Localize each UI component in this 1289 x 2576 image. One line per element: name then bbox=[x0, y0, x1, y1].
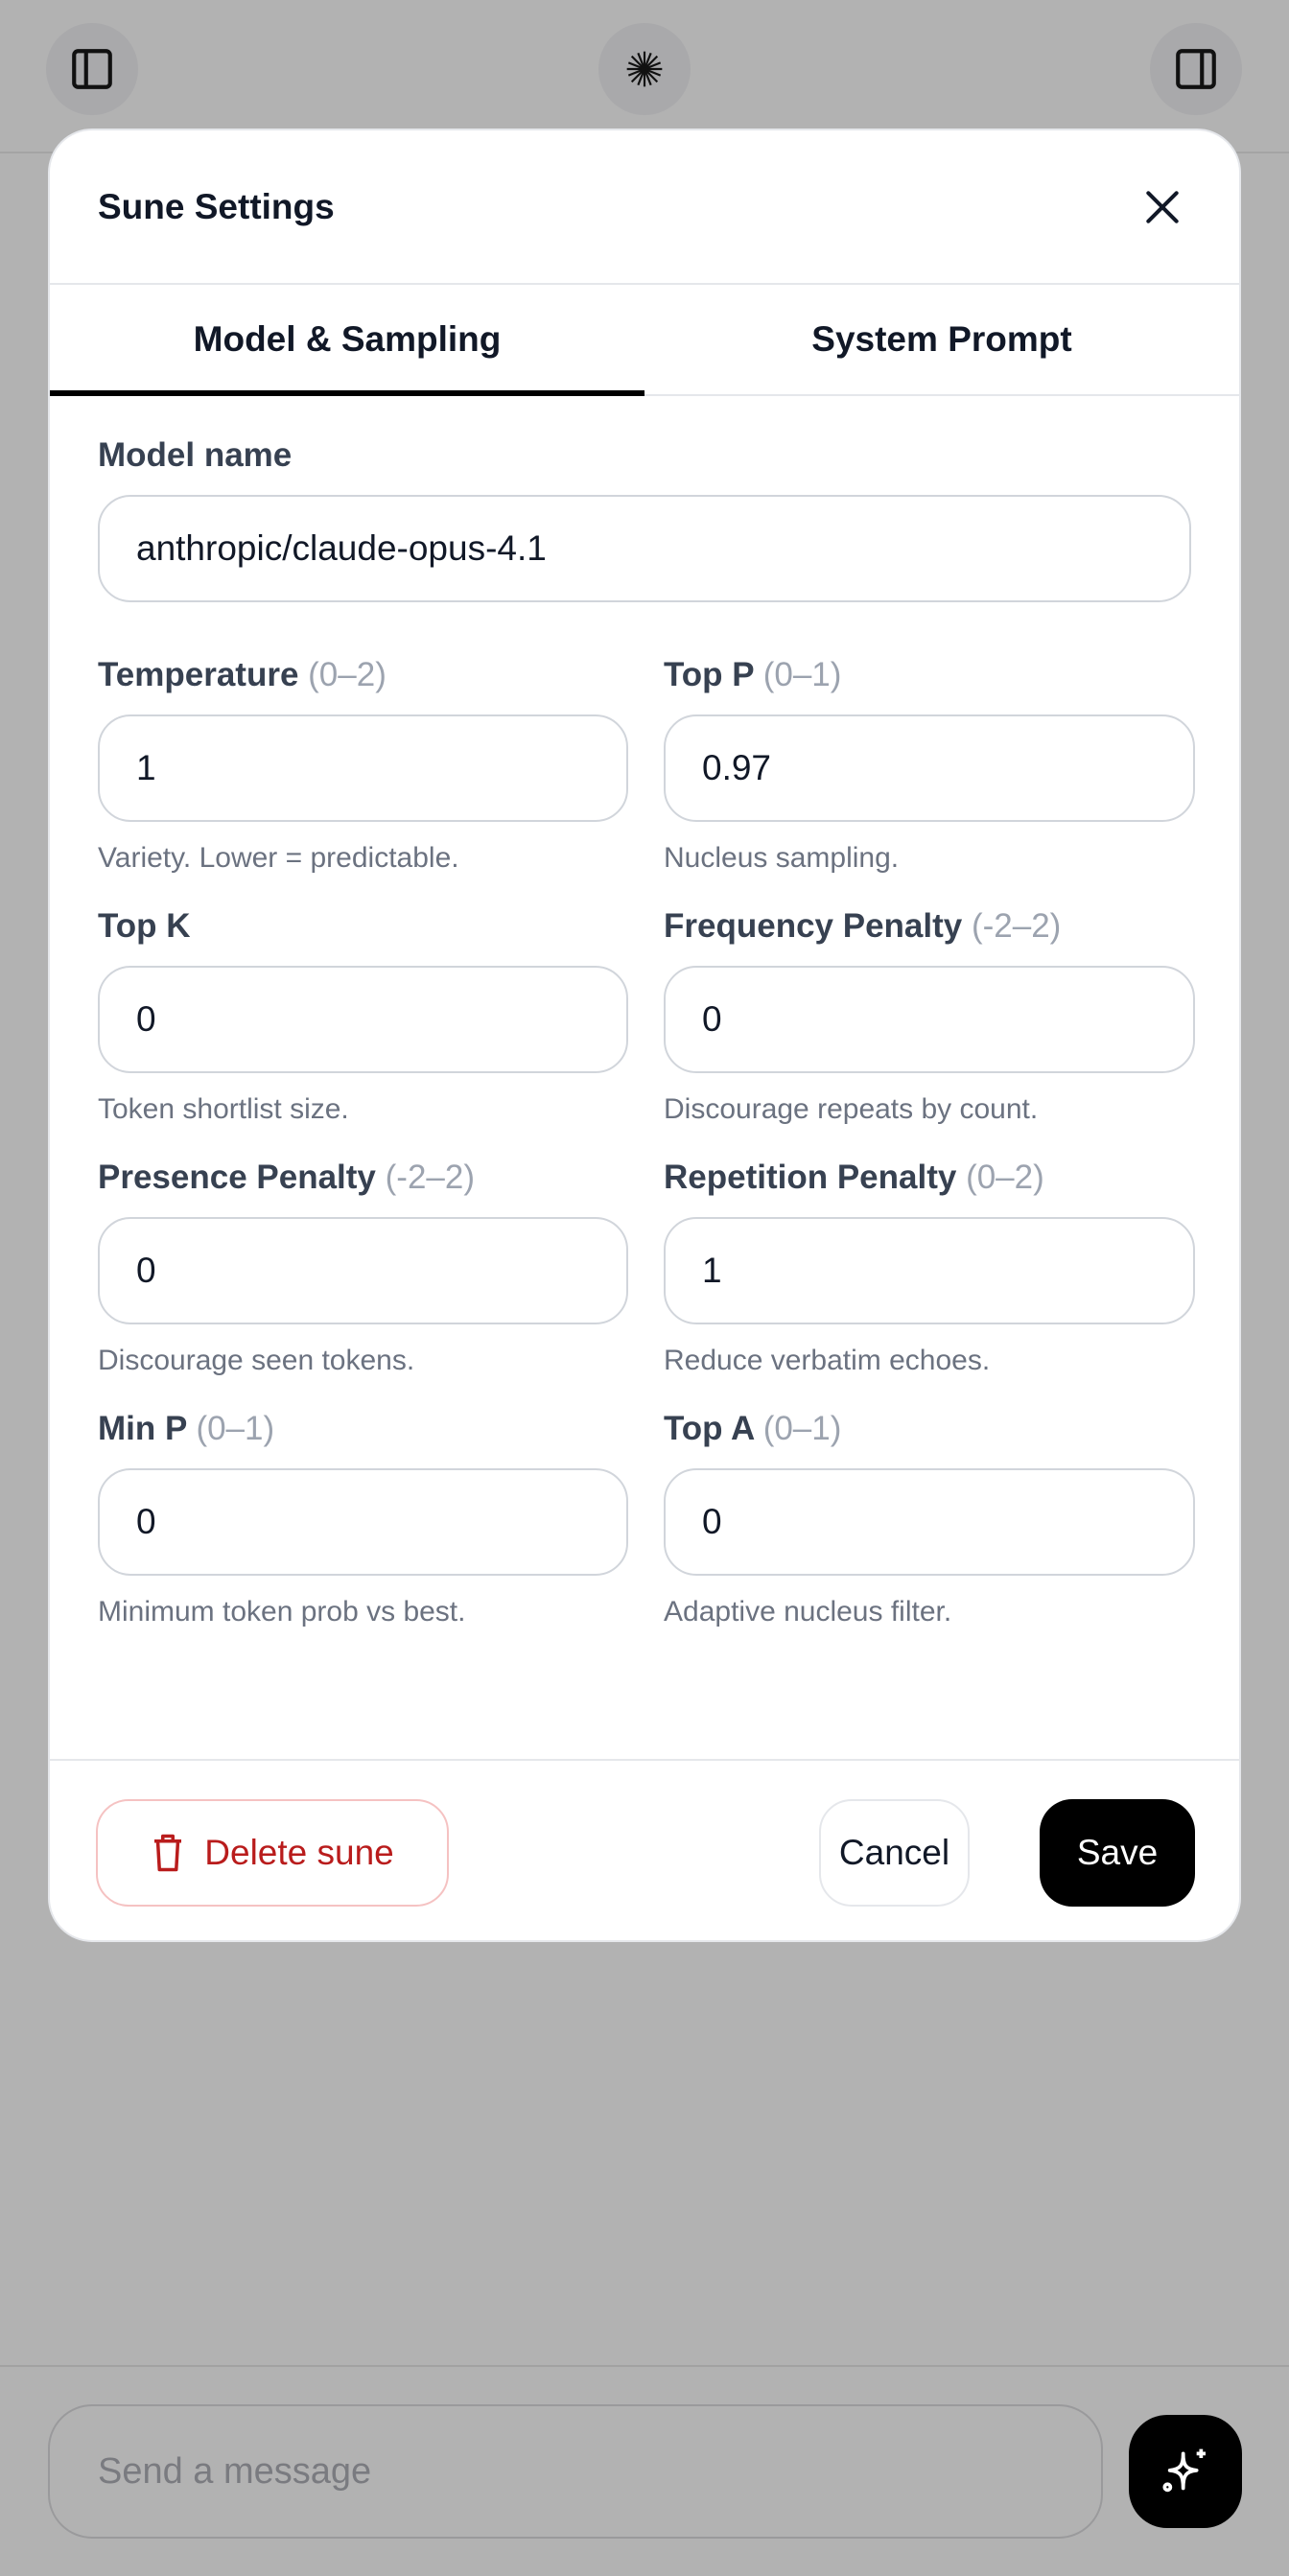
presence-penalty-hint: Discourage seen tokens. bbox=[98, 1345, 415, 1376]
model-name-label: Model name bbox=[98, 436, 293, 474]
tab-model-sampling[interactable]: Model & Sampling bbox=[50, 285, 644, 396]
top-a-input[interactable]: 0 bbox=[664, 1468, 1195, 1576]
sparkles-icon bbox=[1162, 2448, 1206, 2493]
frequency-penalty-value: 0 bbox=[702, 999, 722, 1039]
send-button[interactable] bbox=[1129, 2415, 1242, 2528]
presence-penalty-input[interactable]: 0 bbox=[98, 1217, 628, 1324]
sidebar-left-icon bbox=[72, 49, 112, 89]
top-a-range: (0–1) bbox=[762, 1410, 842, 1447]
presence-penalty-range: (-2–2) bbox=[385, 1159, 476, 1196]
field-top-a: Top A (0–1) 0 Adaptive nucleus filter. bbox=[664, 1408, 1195, 1631]
min-p-range: (0–1) bbox=[196, 1410, 275, 1447]
top-p-input[interactable]: 0.97 bbox=[664, 714, 1195, 822]
sidebar-right-icon bbox=[1176, 49, 1216, 89]
top-a-hint: Adaptive nucleus filter. bbox=[664, 1596, 952, 1628]
frequency-penalty-hint: Discourage repeats by count. bbox=[664, 1093, 1039, 1125]
repetition-penalty-hint: Reduce verbatim echoes. bbox=[664, 1345, 991, 1376]
close-icon bbox=[1146, 190, 1179, 223]
model-name-input[interactable]: anthropic/claude-opus-4.1 bbox=[98, 495, 1191, 602]
field-top-k: Top K 0 Token shortlist size. bbox=[98, 905, 628, 1129]
trash-icon bbox=[154, 1834, 182, 1872]
top-p-label-text: Top P bbox=[664, 656, 754, 693]
message-input[interactable]: Send a message bbox=[48, 2404, 1103, 2539]
field-presence-penalty: Presence Penalty (-2–2) 0 Discourage see… bbox=[98, 1157, 628, 1380]
close-button[interactable] bbox=[1134, 178, 1191, 236]
top-k-input[interactable]: 0 bbox=[98, 966, 628, 1073]
top-k-hint: Token shortlist size. bbox=[98, 1093, 349, 1125]
presence-penalty-label: Presence Penalty (-2–2) bbox=[98, 1157, 628, 1199]
min-p-value: 0 bbox=[136, 1502, 156, 1541]
presence-penalty-label-text: Presence Penalty bbox=[98, 1159, 376, 1196]
repetition-penalty-label: Repetition Penalty (0–2) bbox=[664, 1157, 1195, 1199]
tab-bar: Model & Sampling System Prompt bbox=[50, 285, 1239, 396]
top-p-label: Top P (0–1) bbox=[664, 654, 1195, 696]
delete-sune-label: Delete sune bbox=[204, 1833, 394, 1872]
message-placeholder: Send a message bbox=[98, 2450, 372, 2492]
min-p-hint: Minimum token prob vs best. bbox=[98, 1596, 466, 1628]
min-p-input[interactable]: 0 bbox=[98, 1468, 628, 1576]
frequency-penalty-label-text: Frequency Penalty bbox=[664, 907, 963, 945]
frequency-penalty-range: (-2–2) bbox=[971, 907, 1062, 945]
field-min-p: Min P (0–1) 0 Minimum token prob vs best… bbox=[98, 1408, 628, 1631]
top-a-label-text: Top A bbox=[664, 1410, 754, 1447]
repetition-penalty-range: (0–2) bbox=[966, 1159, 1044, 1196]
field-top-p: Top P (0–1) 0.97 Nucleus sampling. bbox=[664, 654, 1195, 878]
frequency-penalty-input[interactable]: 0 bbox=[664, 966, 1195, 1073]
top-a-value: 0 bbox=[702, 1502, 722, 1541]
toggle-right-sidebar-button[interactable] bbox=[1150, 23, 1242, 115]
temperature-hint: Variety. Lower = predictable. bbox=[98, 842, 459, 874]
top-a-label: Top A (0–1) bbox=[664, 1408, 1195, 1450]
cancel-button[interactable]: Cancel bbox=[819, 1799, 970, 1907]
temperature-range: (0–2) bbox=[308, 656, 387, 693]
toggle-left-sidebar-button[interactable] bbox=[46, 23, 138, 115]
min-p-label-text: Min P bbox=[98, 1410, 187, 1447]
presence-penalty-value: 0 bbox=[136, 1251, 156, 1290]
repetition-penalty-value: 1 bbox=[702, 1251, 722, 1290]
top-k-label-text: Top K bbox=[98, 907, 191, 945]
top-p-range: (0–1) bbox=[762, 656, 842, 693]
dialog-title: Sune Settings bbox=[98, 186, 335, 226]
top-k-value: 0 bbox=[136, 999, 156, 1039]
temperature-value: 1 bbox=[136, 748, 156, 787]
delete-sune-button[interactable]: Delete sune bbox=[96, 1799, 449, 1907]
save-button[interactable]: Save bbox=[1040, 1799, 1195, 1907]
min-p-label: Min P (0–1) bbox=[98, 1408, 628, 1450]
model-name-value: anthropic/claude-opus-4.1 bbox=[136, 528, 547, 568]
field-frequency-penalty: Frequency Penalty (-2–2) 0 Discourage re… bbox=[664, 905, 1195, 1129]
sune-settings-dialog: Sune Settings Model & Sampling System Pr… bbox=[48, 129, 1241, 1942]
temperature-label: Temperature (0–2) bbox=[98, 654, 628, 696]
repetition-penalty-label-text: Repetition Penalty bbox=[664, 1159, 957, 1196]
repetition-penalty-input[interactable]: 1 bbox=[664, 1217, 1195, 1324]
top-p-value: 0.97 bbox=[702, 748, 772, 787]
top-p-hint: Nucleus sampling. bbox=[664, 842, 900, 874]
top-bar bbox=[0, 0, 1289, 153]
frequency-penalty-label: Frequency Penalty (-2–2) bbox=[664, 905, 1195, 948]
field-repetition-penalty: Repetition Penalty (0–2) 1 Reduce verbat… bbox=[664, 1157, 1195, 1380]
dialog-footer: Delete sune Cancel Save bbox=[50, 1759, 1239, 1940]
logo-button[interactable] bbox=[598, 23, 691, 115]
top-k-label: Top K bbox=[98, 905, 628, 948]
starburst-logo-icon bbox=[626, 51, 663, 87]
composer-divider bbox=[0, 2365, 1289, 2367]
temperature-label-text: Temperature bbox=[98, 656, 299, 693]
field-temperature: Temperature (0–2) 1 Variety. Lower = pre… bbox=[98, 654, 628, 878]
temperature-input[interactable]: 1 bbox=[98, 714, 628, 822]
tab-system-prompt[interactable]: System Prompt bbox=[811, 319, 1072, 359]
